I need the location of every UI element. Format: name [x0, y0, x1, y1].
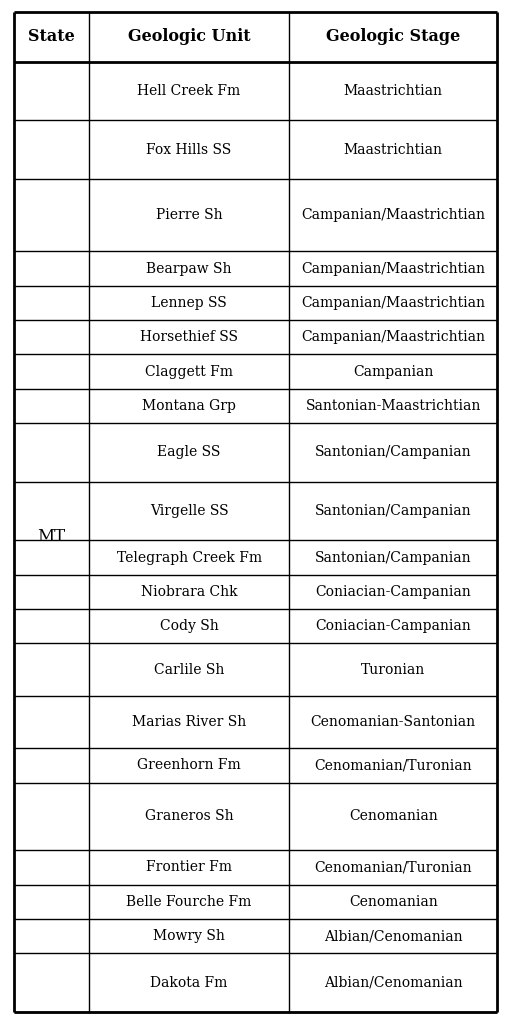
Text: Horsethief SS: Horsethief SS [140, 330, 238, 344]
Text: Pierre Sh: Pierre Sh [156, 208, 222, 222]
Text: Greenhorn Fm: Greenhorn Fm [137, 759, 241, 772]
Text: Cenomanian: Cenomanian [349, 809, 437, 823]
Text: Campanian/Maastrichtian: Campanian/Maastrichtian [301, 330, 485, 344]
Text: Dakota Fm: Dakota Fm [150, 976, 228, 989]
Text: Hell Creek Fm: Hell Creek Fm [137, 84, 241, 98]
Text: Frontier Fm: Frontier Fm [146, 860, 232, 874]
Text: State: State [28, 29, 75, 45]
Text: Cenomanian-Santonian: Cenomanian-Santonian [311, 715, 476, 729]
Text: Bearpaw Sh: Bearpaw Sh [146, 261, 232, 275]
Text: Campanian/Maastrichtian: Campanian/Maastrichtian [301, 261, 485, 275]
Text: MT: MT [37, 528, 65, 546]
Text: Carlile Sh: Carlile Sh [154, 663, 224, 677]
Text: Cenomanian: Cenomanian [349, 895, 437, 908]
Text: Marias River Sh: Marias River Sh [132, 715, 246, 729]
Text: Belle Fourche Fm: Belle Fourche Fm [126, 895, 252, 908]
Text: Santonian-Maastrichtian: Santonian-Maastrichtian [306, 399, 481, 413]
Text: Telegraph Creek Fm: Telegraph Creek Fm [117, 551, 262, 564]
Text: Lennep SS: Lennep SS [151, 296, 227, 310]
Text: Albian/Cenomanian: Albian/Cenomanian [324, 976, 462, 989]
Text: Campanian/Maastrichtian: Campanian/Maastrichtian [301, 208, 485, 222]
Text: Campanian: Campanian [353, 365, 433, 379]
Text: Campanian/Maastrichtian: Campanian/Maastrichtian [301, 296, 485, 310]
Text: Maastrichtian: Maastrichtian [344, 84, 443, 98]
Text: Maastrichtian: Maastrichtian [344, 142, 443, 157]
Text: Montana Grp: Montana Grp [142, 399, 236, 413]
Text: Santonian/Campanian: Santonian/Campanian [315, 551, 472, 564]
Text: Graneros Sh: Graneros Sh [145, 809, 234, 823]
Text: Albian/Cenomanian: Albian/Cenomanian [324, 929, 462, 943]
Text: Geologic Stage: Geologic Stage [326, 29, 460, 45]
Text: Santonian/Campanian: Santonian/Campanian [315, 445, 472, 460]
Text: Virgelle SS: Virgelle SS [150, 504, 228, 518]
Text: Cenomanian/Turonian: Cenomanian/Turonian [314, 860, 472, 874]
Text: Cody Sh: Cody Sh [160, 620, 219, 633]
Text: Turonian: Turonian [361, 663, 425, 677]
Text: Geologic Unit: Geologic Unit [128, 29, 250, 45]
Text: Coniacian-Campanian: Coniacian-Campanian [315, 620, 471, 633]
Text: Claggett Fm: Claggett Fm [145, 365, 233, 379]
Text: Niobrara Chk: Niobrara Chk [141, 585, 238, 599]
Text: Eagle SS: Eagle SS [157, 445, 221, 460]
Text: Mowry Sh: Mowry Sh [153, 929, 225, 943]
Text: Cenomanian/Turonian: Cenomanian/Turonian [314, 759, 472, 772]
Text: Santonian/Campanian: Santonian/Campanian [315, 504, 472, 518]
Text: Fox Hills SS: Fox Hills SS [147, 142, 231, 157]
Text: Coniacian-Campanian: Coniacian-Campanian [315, 585, 471, 599]
